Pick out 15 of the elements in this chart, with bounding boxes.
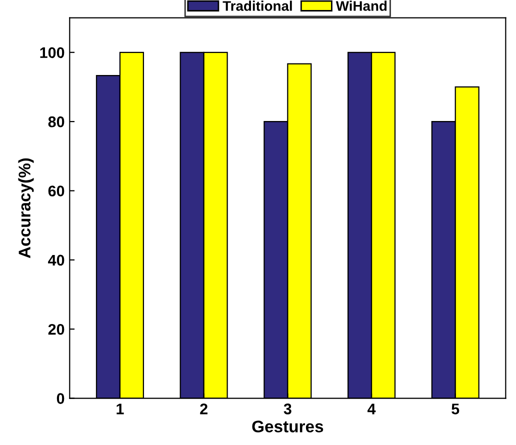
legend-label: Traditional [222, 0, 292, 11]
y-tick-label: 100 [40, 47, 64, 58]
x-tick-label: 2 [200, 404, 208, 414]
y-tick-label: 80 [48, 116, 64, 128]
y-axis-title: Accuracy(%) [18, 158, 34, 258]
x-tick-label: 4 [368, 404, 376, 414]
legend-label: WiHand [336, 0, 387, 11]
x-tick-label: 3 [284, 404, 292, 414]
y-tick-label: 20 [48, 324, 64, 335]
y-tick-label: 0 [56, 393, 64, 404]
y-tick-label: 60 [48, 186, 64, 196]
x-tick-label: 5 [452, 404, 460, 414]
x-axis-title: Gestures [252, 420, 324, 432]
y-tick-label: 40 [48, 254, 64, 266]
x-tick-label: 1 [116, 404, 124, 414]
